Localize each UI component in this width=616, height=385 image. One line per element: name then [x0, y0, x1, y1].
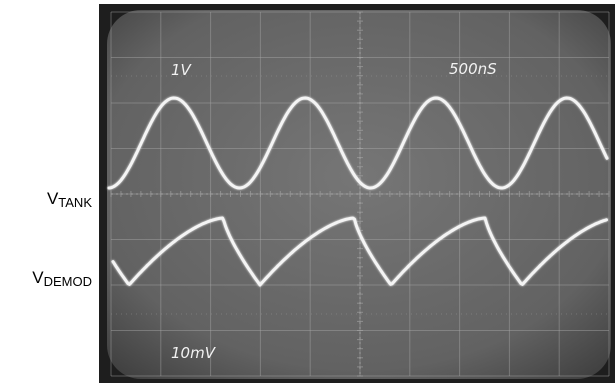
timebase-readout: 500nS — [449, 60, 497, 78]
v-tank-label-sub: TANK — [58, 195, 92, 210]
ch2-scale-readout: 10mV — [171, 344, 217, 362]
v-demod-label-main: V — [32, 268, 44, 287]
oscilloscope-screen: 1V 500nS 10mV — [99, 4, 615, 383]
v-tank-label-main: V — [46, 189, 59, 208]
v-tank-label: VTANK — [0, 189, 92, 210]
v-demod-label: VDEMOD — [0, 268, 92, 289]
ch1-scale-readout: 1V — [171, 61, 193, 79]
v-demod-label-sub: DEMOD — [43, 274, 92, 289]
v-tank-trace — [107, 96, 609, 190]
v-demod-trace — [111, 216, 608, 287]
graticule — [110, 11, 610, 377]
oscilloscope-photo: 1V 500nS 10mV — [99, 4, 615, 383]
